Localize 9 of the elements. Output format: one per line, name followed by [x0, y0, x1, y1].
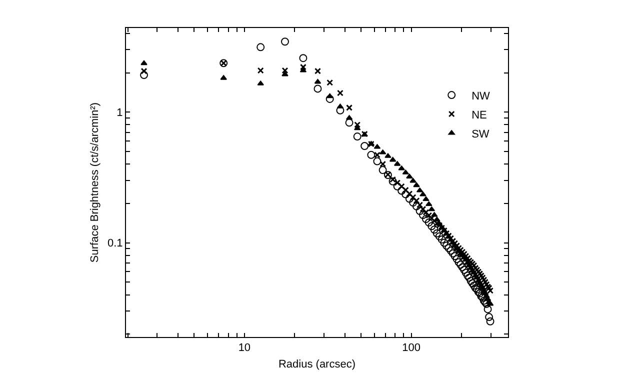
y-tick-label: 0.1 — [108, 238, 123, 250]
y-axis-title: Surface Brightness (ct/s/arcmin²) — [89, 102, 102, 263]
y-tick-label: 1 — [116, 106, 123, 119]
legend-label: NW — [472, 90, 491, 102]
x-tick-label: 100 — [402, 342, 420, 354]
x-tick-label: 10 — [238, 342, 251, 354]
legend-label: NE — [472, 109, 487, 122]
x-axis-title: Radius (arcsec) — [278, 358, 356, 370]
legend-label: SW — [472, 128, 490, 140]
